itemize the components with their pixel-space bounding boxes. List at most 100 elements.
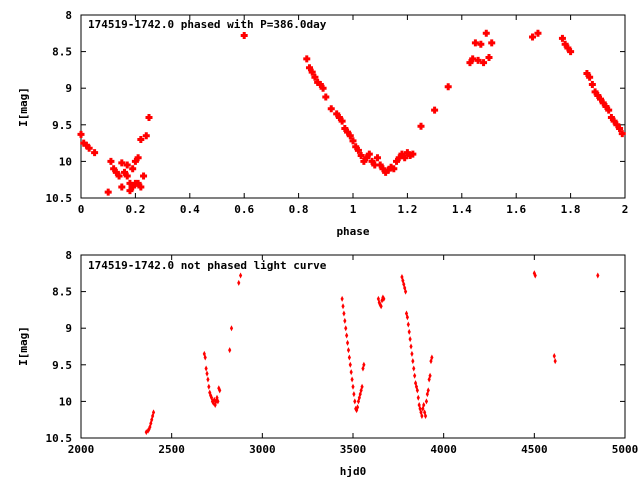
data-point: [218, 387, 222, 394]
data-point: [428, 372, 432, 379]
data-point: [583, 70, 591, 78]
data-point: [349, 137, 357, 145]
data-point: [344, 128, 352, 136]
data-point: [594, 92, 602, 100]
y-tick-label: 8: [65, 9, 72, 22]
data-point: [350, 376, 354, 383]
data-point: [586, 73, 594, 81]
phased-y-axis-label: I[mag]: [17, 87, 30, 127]
data-point: [605, 106, 613, 114]
data-point: [471, 39, 479, 47]
data-point: [91, 149, 99, 157]
data-point: [137, 183, 145, 191]
data-point: [380, 297, 384, 304]
data-point: [118, 183, 126, 191]
data-point: [534, 29, 542, 37]
data-point: [360, 157, 368, 165]
data-point: [77, 130, 85, 138]
data-point: [104, 188, 112, 196]
data-point: [379, 303, 383, 310]
data-point: [357, 152, 365, 160]
data-point: [382, 168, 390, 176]
data-point: [616, 124, 624, 132]
data-point: [126, 179, 134, 187]
data-point: [207, 383, 211, 390]
data-point: [358, 391, 362, 398]
x-tick-label: 0.6: [234, 203, 254, 216]
data-point: [352, 143, 360, 151]
data-point: [365, 150, 373, 158]
data-point: [151, 409, 156, 416]
data-point: [411, 358, 415, 365]
data-point: [420, 413, 424, 420]
data-point: [353, 398, 357, 405]
data-point: [362, 361, 366, 368]
data-point: [319, 84, 327, 92]
data-point: [379, 165, 387, 173]
data-point: [341, 303, 345, 310]
x-tick-label: 4500: [521, 443, 548, 456]
data-point: [346, 347, 351, 354]
y-tick-label: 9: [65, 82, 72, 95]
data-point: [561, 40, 569, 48]
data-point: [345, 339, 350, 346]
data-point: [422, 402, 426, 409]
x-tick-label: 1.8: [561, 203, 581, 216]
data-point: [316, 81, 324, 89]
data-point: [123, 172, 131, 180]
data-point: [363, 154, 371, 162]
data-point: [613, 121, 621, 129]
data-point: [345, 332, 349, 339]
data-point: [430, 354, 434, 361]
data-point: [352, 391, 356, 398]
data-point: [529, 33, 537, 41]
data-point: [406, 321, 410, 328]
data-point: [373, 154, 381, 162]
data-point: [354, 146, 362, 154]
data-point: [567, 48, 575, 56]
data-point: [431, 106, 439, 114]
data-point: [360, 383, 364, 390]
data-point: [591, 88, 599, 96]
data-point: [348, 361, 352, 368]
data-point: [322, 93, 330, 101]
data-point: [344, 325, 348, 332]
data-point: [238, 272, 243, 279]
data-point: [398, 150, 406, 158]
data-point: [240, 31, 248, 39]
data-point: [588, 81, 596, 89]
data-point: [469, 55, 477, 63]
x-tick-label: 2500: [158, 443, 185, 456]
data-point: [390, 165, 398, 173]
data-point: [599, 99, 607, 107]
data-point: [308, 68, 316, 76]
data-point: [228, 347, 232, 354]
data-point: [384, 166, 392, 174]
data-point: [421, 405, 425, 412]
data-point: [400, 273, 404, 280]
data-point: [110, 165, 118, 173]
data-point: [145, 113, 153, 121]
data-point: [423, 413, 428, 420]
x-tick-label: 1.4: [452, 203, 472, 216]
data-point: [413, 372, 417, 379]
data-point: [134, 154, 142, 162]
data-point: [129, 165, 137, 173]
y-tick-label: 10.5: [46, 192, 73, 205]
data-point: [426, 387, 430, 394]
x-tick-label: 0.2: [125, 203, 145, 216]
y-tick-label: 8.5: [52, 46, 72, 59]
data-point: [341, 124, 349, 132]
data-point: [610, 117, 618, 125]
data-point: [129, 183, 137, 191]
data-point: [415, 387, 419, 394]
x-tick-label: 3500: [340, 443, 367, 456]
data-point: [405, 314, 409, 321]
x-tick-label: 0.4: [180, 203, 200, 216]
data-point: [335, 113, 343, 121]
data-point: [401, 154, 409, 162]
y-tick-label: 9.5: [52, 119, 72, 132]
x-tick-label: 4000: [430, 443, 457, 456]
